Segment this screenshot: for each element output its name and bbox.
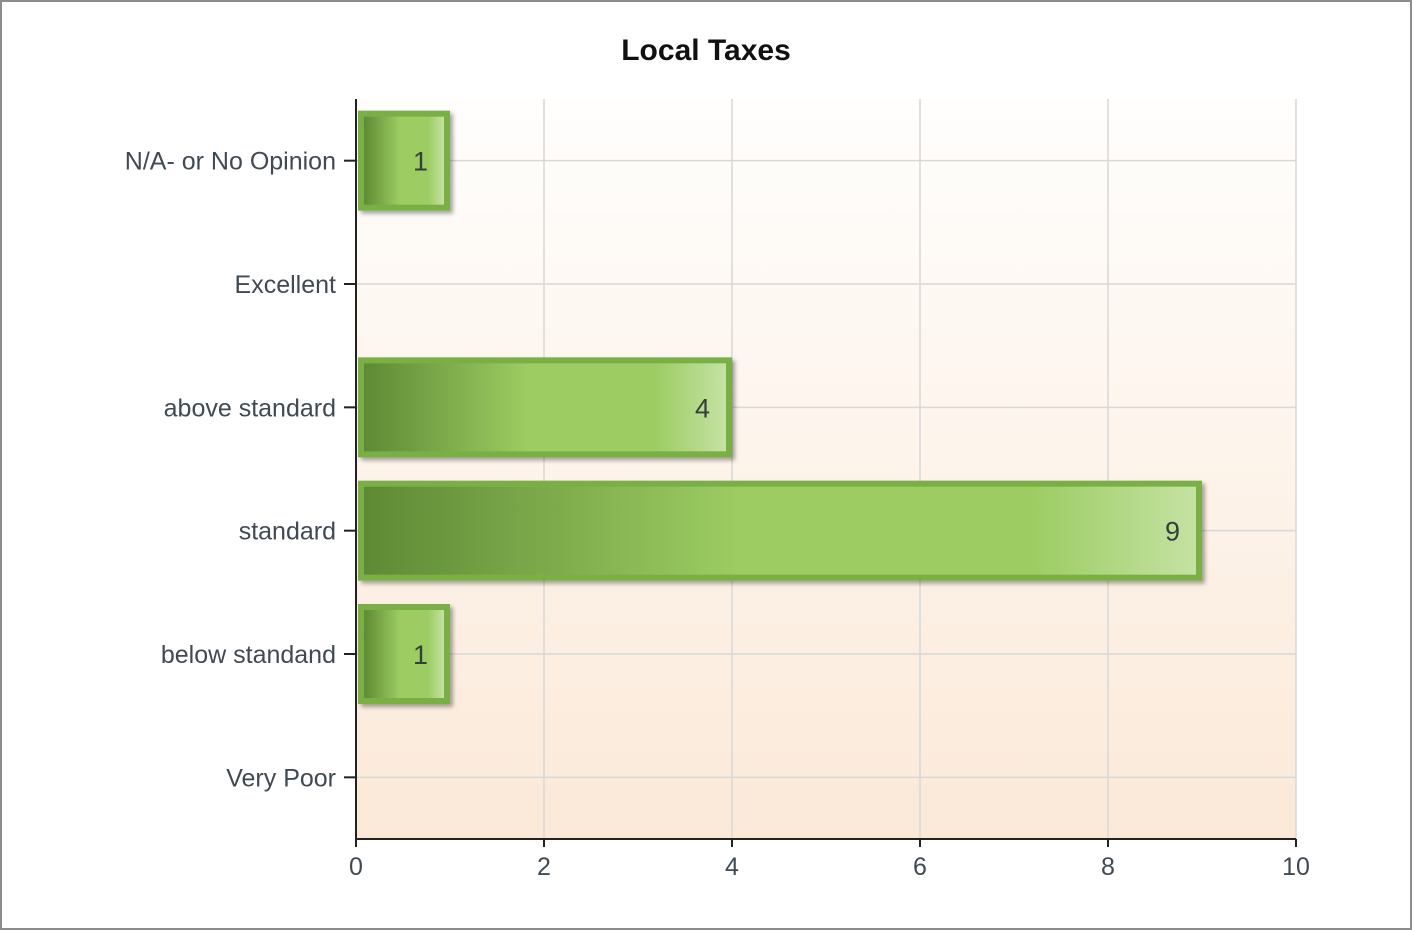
x-tick-label: 8 xyxy=(1101,853,1115,881)
bar xyxy=(358,480,1202,581)
bar xyxy=(358,604,450,704)
data-label: 4 xyxy=(695,393,710,423)
data-label: 9 xyxy=(1165,517,1180,547)
data-label: 1 xyxy=(413,640,428,670)
x-tick-label: 2 xyxy=(537,853,551,881)
x-tick-label: 10 xyxy=(1282,853,1310,881)
chart-title: Local Taxes xyxy=(621,34,791,67)
bar-fill xyxy=(364,610,444,698)
y-tick-label: above standard xyxy=(164,394,336,422)
tick-labels: 1 4 9 1 N/A- or No Opinion Excellent above sta… xyxy=(125,147,1310,881)
axes xyxy=(344,99,1297,847)
data-label: 1 xyxy=(413,147,428,177)
x-tick-label: 4 xyxy=(725,853,739,881)
y-tick-label: below standand xyxy=(161,641,336,669)
bars xyxy=(358,110,1202,704)
x-tick-label: 0 xyxy=(349,853,363,881)
bar xyxy=(358,357,732,458)
bar-fill xyxy=(364,363,726,452)
plot-area xyxy=(356,99,1296,839)
bar-fill xyxy=(364,486,1196,575)
y-tick-label: N/A- or No Opinion xyxy=(125,148,336,176)
bar-fill xyxy=(364,116,444,205)
y-tick-label: Very Poor xyxy=(226,764,336,792)
x-tick-label: 6 xyxy=(913,853,927,881)
y-tick-label: Excellent xyxy=(235,271,336,299)
bar xyxy=(358,110,450,211)
y-tick-label: standard xyxy=(239,518,336,546)
